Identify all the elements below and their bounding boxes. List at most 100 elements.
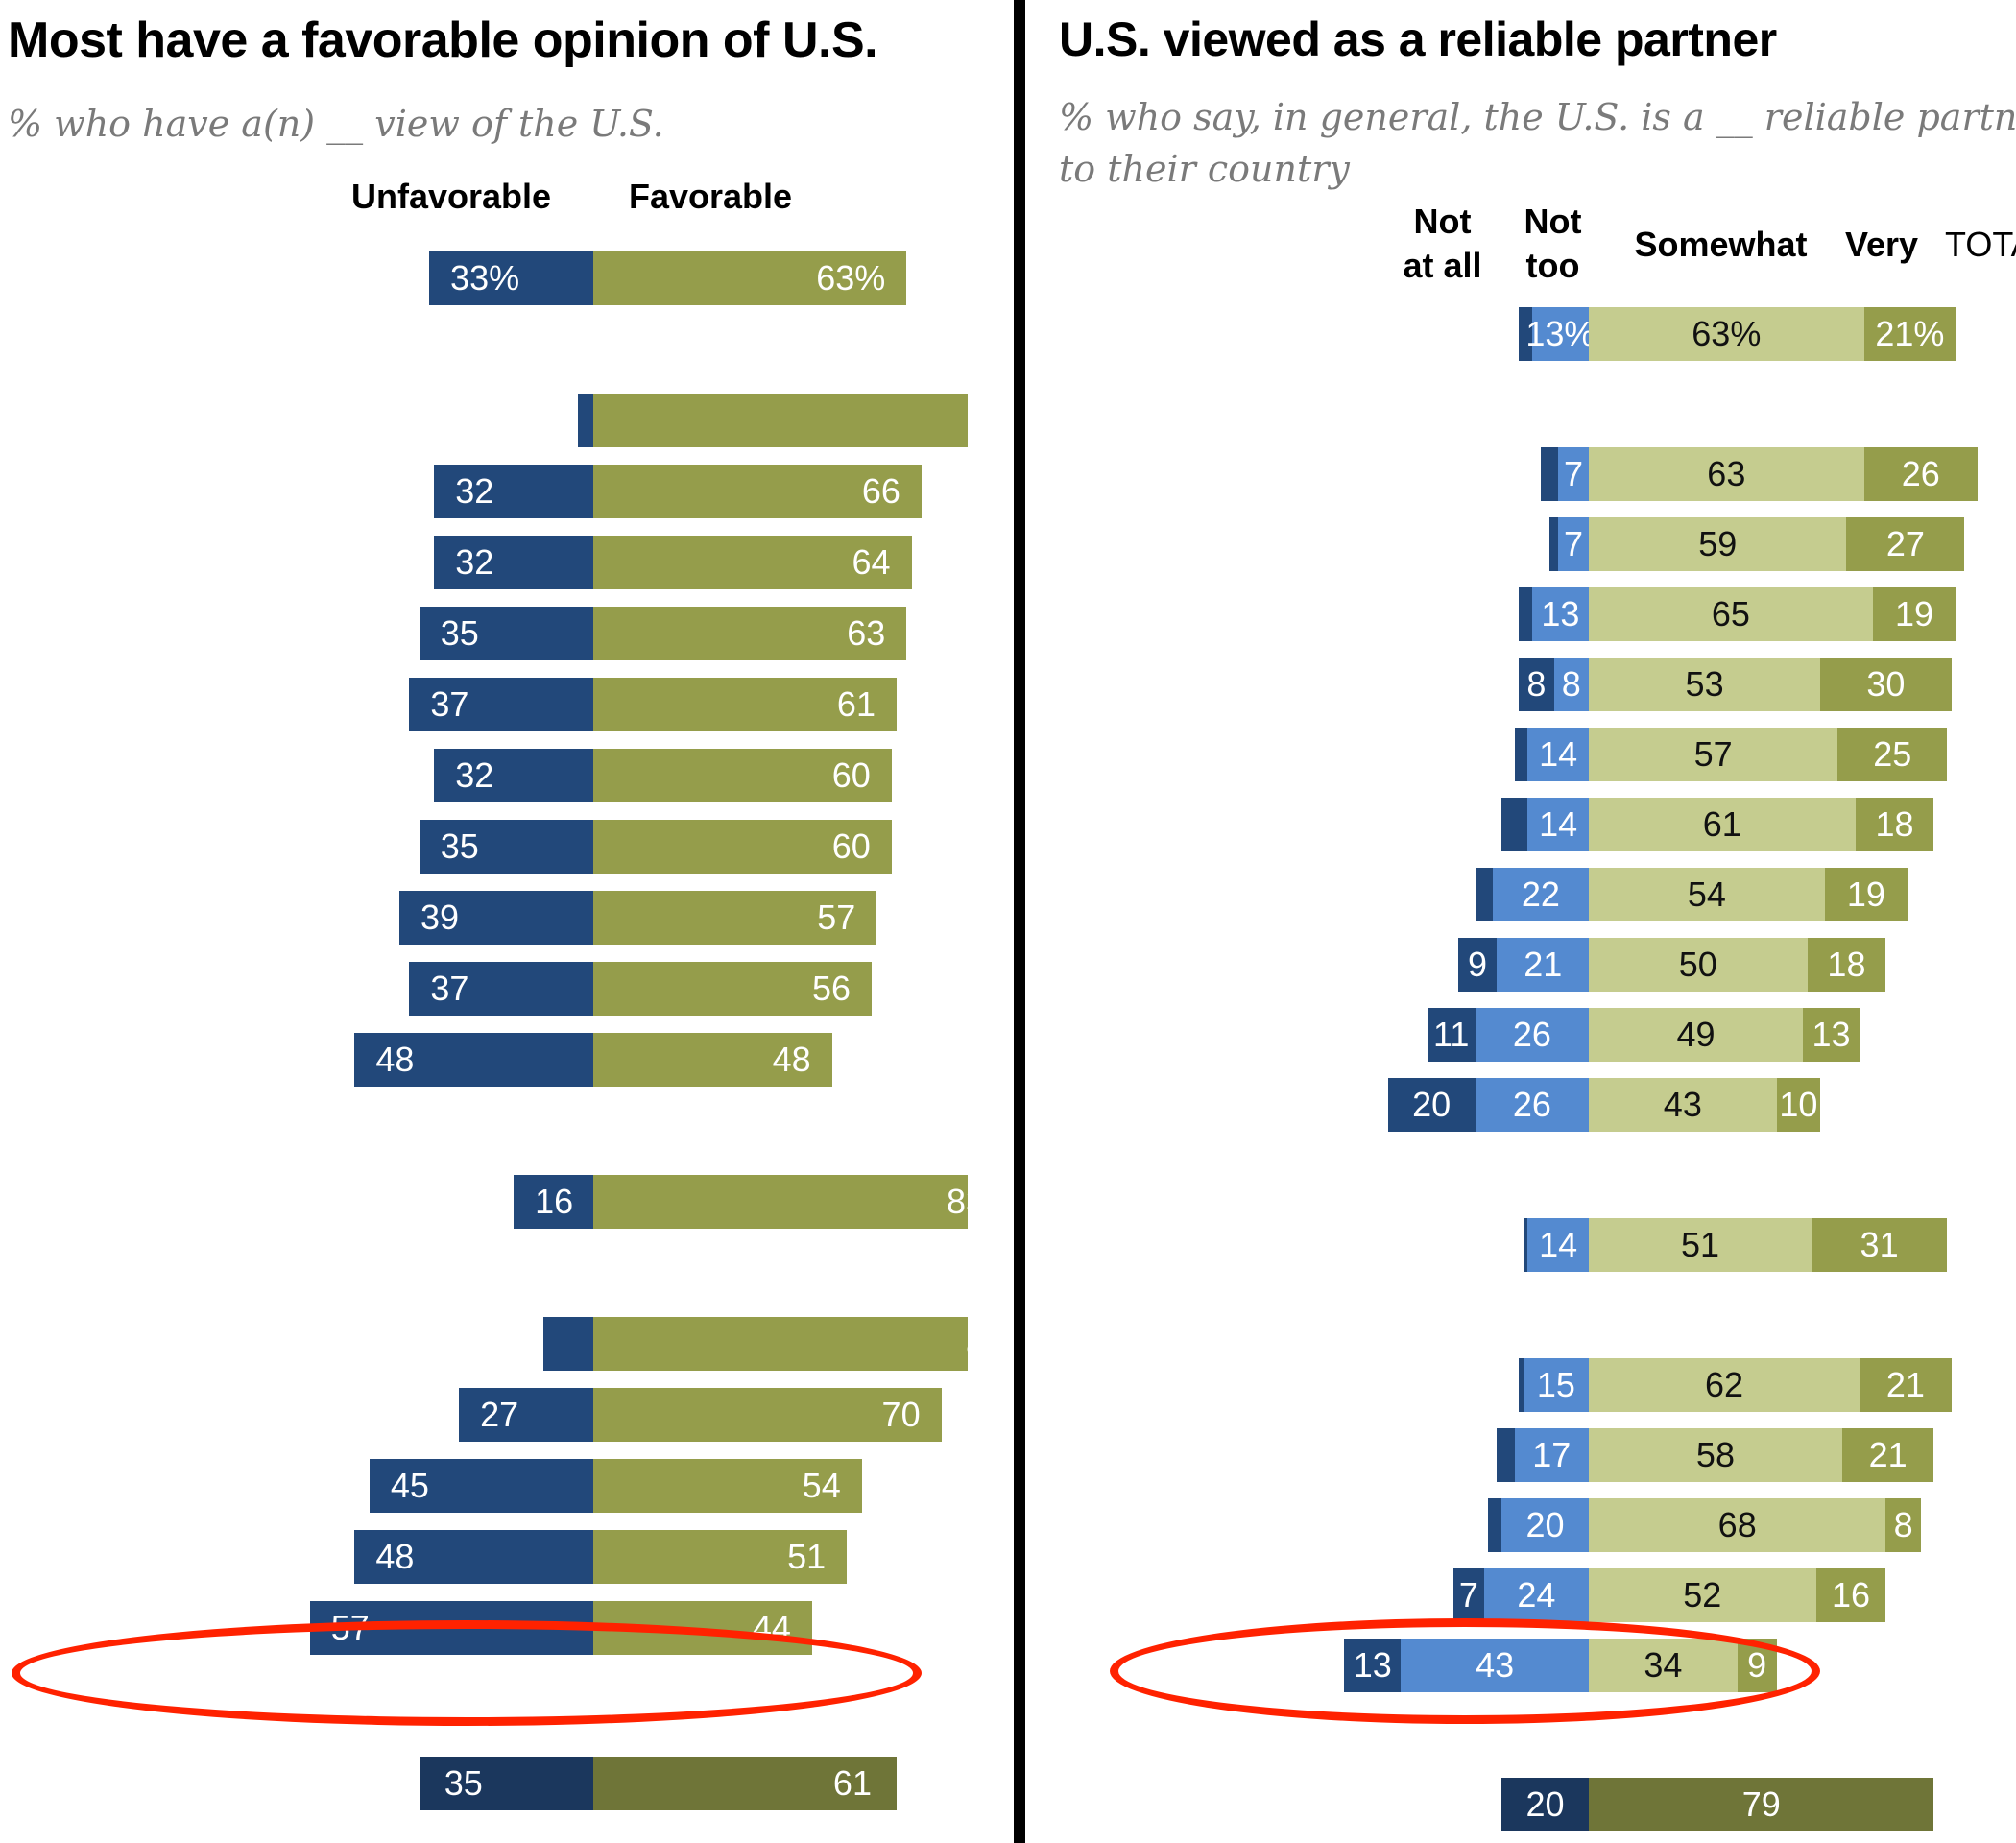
left-value-favorable-uk: 64 xyxy=(852,542,891,582)
left-bar-favorable-belgium: 56 xyxy=(593,962,873,1016)
right-header-not-at-all-line1: Not xyxy=(1413,202,1472,241)
right-bar-very-poland: 27 xyxy=(1846,517,1965,571)
right-value-very-australia: 21 xyxy=(1868,1435,1908,1474)
right-bar-somewhat-netherlands: 63 xyxy=(1589,447,1864,501)
right-value-not-too-australia: 17 xyxy=(1532,1435,1572,1474)
left-bar-favorable-israel: 83 xyxy=(593,1175,968,1229)
left-bar-unfavorable-japan: 27 xyxy=(459,1388,593,1442)
right-bar-not-too-israel: 14 xyxy=(1527,1218,1589,1272)
left-bar-unfavorable-italy: 37 xyxy=(409,678,593,731)
left-chart-title: Most have a favorable opinion of U.S. xyxy=(8,12,878,68)
right-chart-subtitle-line2: to their country xyxy=(1059,148,1350,190)
right-bar-very-germany: 30 xyxy=(1820,658,1952,711)
right-bar-somewhat-israel: 51 xyxy=(1589,1218,1812,1272)
right-bar-very-canada: 21% xyxy=(1863,307,1956,361)
right-value-somewhat-israel: 51 xyxy=(1681,1225,1720,1264)
right-bar-very-italy: 19 xyxy=(1824,868,1908,922)
left-header-unfavorable: Unfavorable xyxy=(350,177,552,216)
highlight-ellipse-left xyxy=(12,1620,922,1726)
right-chart-subtitle-line1: % who say, in general, the U.S. is a __ … xyxy=(1059,96,2016,138)
right-bar-not-too-sweden: 13 xyxy=(1531,587,1589,641)
right-bar-not-at-all-belgium xyxy=(1501,798,1528,851)
right-bar-not-at-all-australia xyxy=(1497,1428,1515,1482)
left-bar-favorable-spain: 60 xyxy=(593,749,892,802)
left-median-bar-unfavorable: 35 xyxy=(419,1757,593,1810)
left-value-favorable-netherlands: 60 xyxy=(831,826,871,866)
left-bar-favorable-south-korea: 8 xyxy=(593,1317,968,1371)
right-value-not-too-netherlands: 7 xyxy=(1564,454,1584,493)
right-bar-very-uk: 25 xyxy=(1837,728,1948,781)
left-header-favorable: Favorable xyxy=(628,177,793,216)
left-bar-unfavorable-netherlands: 35 xyxy=(419,820,593,874)
right-header-total: TOTA xyxy=(1945,225,2016,264)
right-median-bar-reliable: 79 xyxy=(1589,1778,1934,1831)
right-value-not-at-all-singapore: 7 xyxy=(1458,1575,1478,1615)
left-bar-unfavorable-france: 39 xyxy=(398,891,593,945)
right-bar-not-at-all-greece: 20 xyxy=(1387,1078,1476,1132)
right-chart-title: U.S. viewed as a reliable partner xyxy=(1059,12,1777,66)
left-value-unfavorable-spain: 32 xyxy=(455,755,494,795)
left-bar-favorable-uk: 64 xyxy=(593,536,912,589)
right-bar-not-at-all-italy xyxy=(1475,868,1493,922)
right-value-not-too-spain: 21 xyxy=(1524,945,1563,984)
right-bar-not-too-netherlands: 7 xyxy=(1558,447,1589,501)
right-value-somewhat-belgium: 61 xyxy=(1702,804,1741,844)
right-bar-not-too-spain: 21 xyxy=(1497,938,1589,992)
right-value-very-uk: 25 xyxy=(1873,734,1912,774)
left-bar-favorable-netherlands: 60 xyxy=(593,820,892,874)
left-value-unfavorable-netherlands: 35 xyxy=(440,826,479,866)
right-bar-somewhat-france: 49 xyxy=(1589,1008,1803,1062)
right-bar-very-israel: 31 xyxy=(1812,1218,1948,1272)
right-bar-not-too-japan: 20 xyxy=(1501,1498,1589,1552)
right-value-very-singapore: 16 xyxy=(1831,1575,1871,1615)
right-value-not-too-uk: 14 xyxy=(1539,734,1578,774)
right-bar-not-at-all-singapore: 7 xyxy=(1452,1568,1484,1622)
right-bar-very-singapore: 16 xyxy=(1815,1568,1886,1622)
left-value-favorable-sweden: 66 xyxy=(861,471,900,511)
right-bar-somewhat-singapore: 52 xyxy=(1589,1568,1816,1622)
right-bar-very-japan: 8 xyxy=(1885,1498,1921,1552)
right-value-not-too-greece: 26 xyxy=(1512,1085,1551,1124)
right-bar-very-sweden: 19 xyxy=(1872,587,1956,641)
right-bar-not-too-italy: 22 xyxy=(1492,868,1589,922)
right-value-not-too-singapore: 24 xyxy=(1517,1575,1556,1615)
left-bar-unfavorable-israel: 16 xyxy=(514,1175,593,1229)
left-value-unfavorable-australia: 45 xyxy=(390,1466,429,1505)
right-value-very-spain: 18 xyxy=(1827,945,1866,984)
left-median-value-unfavorable: 35 xyxy=(444,1763,483,1803)
right-value-not-at-all-germany: 8 xyxy=(1526,664,1547,704)
right-bar-somewhat-spain: 50 xyxy=(1589,938,1808,992)
right-median-value-reliable: 79 xyxy=(1741,1784,1781,1824)
right-bar-somewhat-germany: 53 xyxy=(1589,658,1821,711)
left-value-unfavorable-sweden: 32 xyxy=(455,471,494,511)
right-header-not-too-line1: Not xyxy=(1524,202,1582,241)
right-bar-not-too-poland: 7 xyxy=(1558,517,1589,571)
left-value-favorable-canada: 63% xyxy=(816,258,886,298)
right-value-not-too-france: 26 xyxy=(1512,1015,1551,1054)
right-bar-not-too-singapore: 24 xyxy=(1483,1568,1589,1622)
right-bar-somewhat-japan: 68 xyxy=(1589,1498,1886,1552)
right-median-value-not-reliable: 20 xyxy=(1525,1784,1565,1824)
left-bar-unfavorable-australia: 45 xyxy=(369,1459,593,1513)
right-value-very-germany: 30 xyxy=(1866,664,1906,704)
right-bar-somewhat-australia: 58 xyxy=(1589,1428,1842,1482)
right-bar-not-too-germany: 8 xyxy=(1553,658,1589,711)
right-bar-not-at-all-sweden xyxy=(1519,587,1532,641)
right-value-very-poland: 27 xyxy=(1885,524,1925,563)
right-value-very-canada: 21% xyxy=(1875,314,1945,353)
left-bar-favorable-japan: 70 xyxy=(593,1388,942,1442)
right-bar-very-spain: 18 xyxy=(1807,938,1886,992)
right-value-very-sweden: 19 xyxy=(1894,594,1933,634)
right-median-bar-not-reliable: 20 xyxy=(1501,1778,1589,1831)
right-value-somewhat-spain: 50 xyxy=(1678,945,1717,984)
left-value-favorable-france: 57 xyxy=(817,898,856,937)
right-bar-somewhat-canada: 63% xyxy=(1589,307,1864,361)
left-value-favorable-germany: 63 xyxy=(847,613,886,653)
left-bar-unfavorable-germany: 35 xyxy=(419,607,593,660)
left-median-bar-favorable: 61 xyxy=(593,1757,897,1810)
left-bar-favorable-sweden: 66 xyxy=(593,465,922,518)
right-header-not-too-line2: too xyxy=(1525,246,1580,285)
right-value-very-italy: 19 xyxy=(1846,874,1885,914)
right-value-not-too-sweden: 13 xyxy=(1541,594,1580,634)
left-bar-favorable-germany: 63 xyxy=(593,607,907,660)
